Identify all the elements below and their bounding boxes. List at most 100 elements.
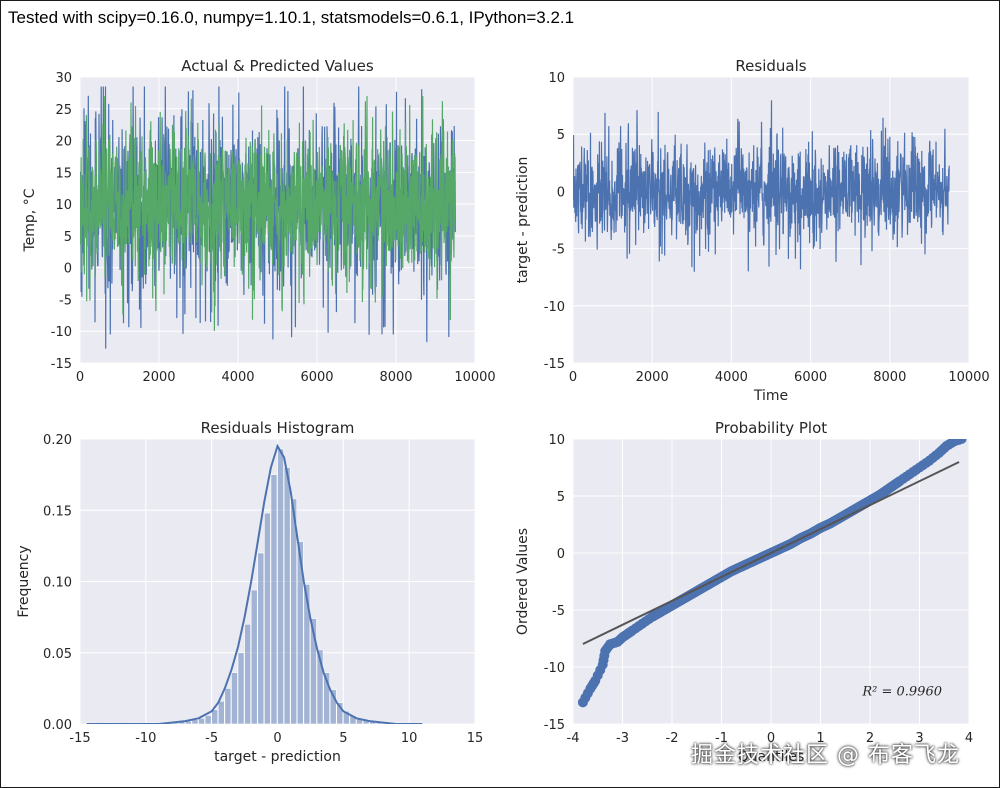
histogram-bar [336,702,344,724]
x-tick-label: 10000 [454,370,495,385]
quantile-point [956,439,967,444]
y-tick-label: 10 [548,71,565,86]
kde-curve [86,443,423,724]
plot-marks [577,439,967,708]
x-tick-label: 8000 [379,370,412,385]
x-tick-label: 10000 [948,370,989,385]
histogram-bar [329,689,337,724]
histogram-bar [257,552,265,724]
series-line-residuals [573,100,950,272]
y-tick-label: -10 [544,300,565,315]
version-banner: Tested with scipy=0.16.0, numpy=1.10.1, … [8,8,575,27]
y-tick-label: 30 [55,71,72,86]
y-tick-label: 10 [55,198,72,213]
histogram-bar [303,584,311,724]
x-tick-label: 5 [339,731,347,746]
x-tick-label: -3 [616,731,629,746]
histogram-bar [237,652,245,724]
y-tick-label: -5 [59,293,72,308]
histogram-bar [231,672,238,724]
y-tick-label: 5 [557,128,565,143]
y-tick-label: -15 [544,718,565,733]
series-line-predicted [80,96,456,331]
x-tick-label: -15 [69,731,90,746]
x-tick-label: 4000 [221,370,254,385]
histogram-bar [316,649,324,724]
histogram-bar [283,467,291,724]
y-tick-label: 5 [64,230,72,245]
x-axis-label: Quantiles [738,749,805,765]
x-tick-label: -5 [205,731,218,746]
histogram-bar [264,512,271,724]
histogram-bar [198,717,205,724]
x-tick-label: 0 [569,370,577,385]
y-tick-label: 0.15 [43,504,72,519]
y-tick-label: 25 [55,103,72,118]
watermark-text: 掘金技术社区 @ 布客飞龙 [691,743,960,768]
x-tick-label: 8000 [873,370,906,385]
histogram-bar [343,710,350,724]
y-tick-label: -10 [51,325,72,340]
histogram-bar [323,672,330,724]
x-tick-label: 0 [767,731,775,746]
histogram-bar [310,618,317,724]
chart-title: Residuals Histogram [201,419,355,437]
plot-marks [86,443,423,724]
histogram-bar [217,700,225,724]
y-tick-label: 15 [55,166,72,181]
y-tick-label: 5 [557,490,565,505]
y-tick-label: -10 [544,661,565,676]
x-tick-label: -1 [715,731,728,746]
y-tick-label: 0.05 [43,647,72,662]
x-tick-label: 10 [401,731,418,746]
chart-title: Residuals [735,57,806,75]
histogram-bar [204,715,212,724]
y-tick-label: 10 [548,433,565,448]
histogram-bar [277,448,284,724]
histogram-bar [250,589,258,724]
chart-hist: -15 -10 -5 0 5 10 15 0.00 0.05 0.10 0.15 0.20 Residu… [16,419,483,765]
plot-marks [80,86,456,349]
x-axis-label: Time [753,388,788,404]
x-tick-label: 4000 [715,370,748,385]
x-tick-label: 2 [866,731,874,746]
y-axis-label: target - prediction [515,157,531,284]
r-squared-annotation: R² = 0.9960 [861,685,942,700]
histogram-bar [270,474,278,724]
y-tick-label: 0.10 [43,576,72,591]
plot-marks [573,100,950,272]
x-tick-label: 4 [965,731,973,746]
x-tick-label: 0 [76,370,84,385]
y-tick-label: -5 [552,604,565,619]
y-axis-label: Temp, °C [22,188,38,252]
x-tick-label: 3 [915,731,923,746]
x-tick-label: 0 [273,731,281,746]
x-tick-label: 6000 [794,370,827,385]
chart-title: Actual & Predicted Values [181,57,374,75]
histogram-bar [224,688,232,724]
y-axis-label: Ordered Values [515,528,531,635]
x-tick-label: 1 [816,731,824,746]
y-tick-label: -5 [552,243,565,258]
y-tick-label: -15 [51,357,72,372]
fit-line [582,461,960,645]
chart-residuals: 0 2000 4000 6000 8000 10000 -15 -10 -5 0 5 10 Residu… [515,57,990,404]
x-axis-label: target - prediction [214,749,341,765]
y-axis-label: Frequency [16,545,32,617]
histogram-bar [244,623,251,724]
x-tick-label: 2000 [142,370,175,385]
x-tick-label: 6000 [300,370,333,385]
x-tick-label: -4 [567,731,580,746]
y-tick-label: 0 [557,547,565,562]
x-tick-label: -10 [135,731,156,746]
y-tick-label: 0.20 [43,433,72,448]
chart-actual: 0 2000 4000 6000 8000 10000 -15 -10 -5 0 5 10 15 20 25… [22,57,496,385]
y-tick-label: 20 [55,135,72,150]
x-tick-label: 15 [467,731,484,746]
y-tick-label: 0 [557,185,565,200]
y-tick-label: 0.00 [43,718,72,733]
x-tick-label: 2000 [636,370,669,385]
